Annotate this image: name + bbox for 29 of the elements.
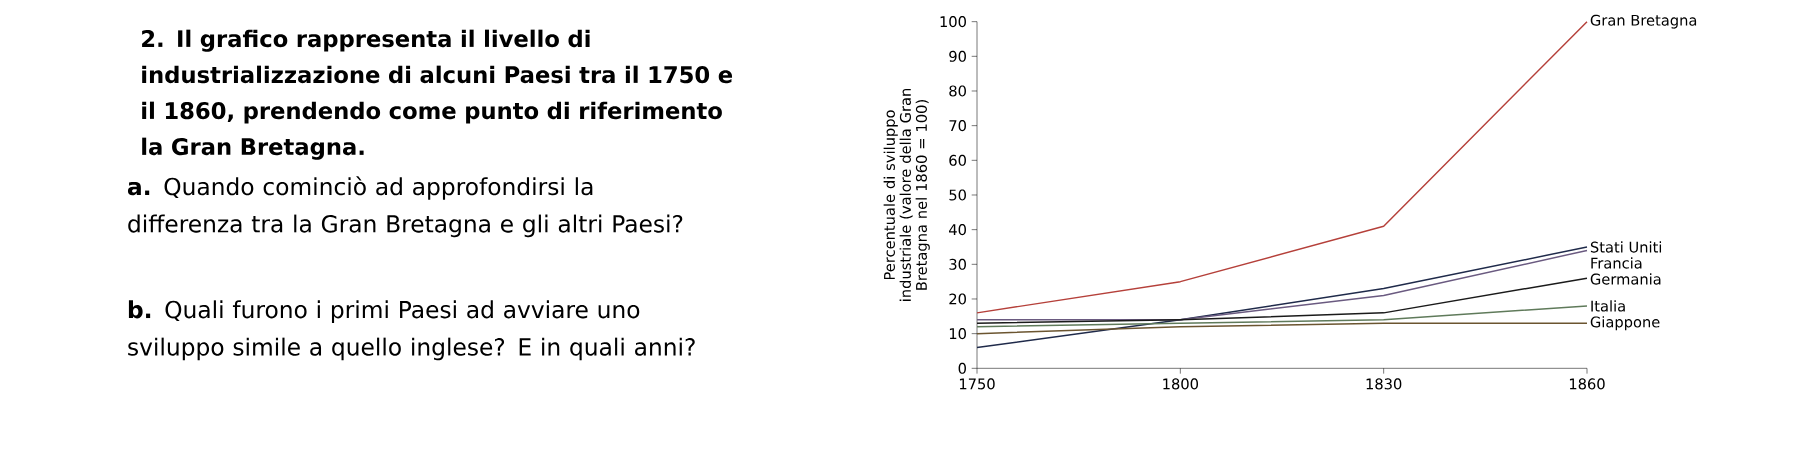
line-series — [976, 246, 1588, 349]
x-tick-label: 1860 — [1569, 378, 1605, 390]
y-tick-label: 30 — [949, 258, 966, 270]
series-label: Italia — [1591, 300, 1625, 312]
y-tick-label: 20 — [949, 293, 966, 305]
series-label: Gran Bretagna — [1590, 14, 1697, 29]
x-tick-label: 1800 — [1163, 378, 1199, 390]
y-tick-label: 50 — [949, 189, 966, 201]
y-tick-label: 80 — [949, 85, 966, 97]
text: a. Quando cominciò ad approfondirsi la differenza tra la Gran Bretagna e gli altri Paesi? — [127, 176, 683, 238]
line-series — [976, 20, 1588, 314]
y-tick-label: 10 — [949, 328, 966, 340]
y-tick-label: 0 — [958, 362, 966, 374]
series-label: Francia — [1591, 257, 1642, 269]
text: 2. Il grafico rappresenta il livello di industrializzazione di alcuni Paesi tra il 1750 e il 1860, prendendo come punto di riferimento la Gran Bretagna. — [142, 29, 733, 160]
series-label: Giappone — [1590, 316, 1660, 331]
y-tick-label: 90 — [949, 50, 966, 62]
x-tick-label: 1830 — [1366, 378, 1402, 390]
x-tick-label: 1750 — [959, 378, 995, 390]
y-tick-label: 60 — [949, 154, 966, 166]
text: b. Quali furono i primi Paesi ad avviare uno sviluppo simile a quello inglese? E in quali anni? — [128, 300, 695, 361]
y-axis-title: Percentuale di sviluppo industriale (valore della Gran Bretagna nel 1860 = 100) — [883, 88, 930, 301]
y-tick-label: 100 — [940, 16, 966, 28]
y-tick-label: 70 — [949, 120, 966, 132]
y-tick-label: 40 — [949, 224, 966, 236]
series-label: Stati Uniti — [1590, 241, 1662, 253]
line-series — [976, 277, 1588, 324]
line-series — [976, 305, 1588, 328]
series-label: Germania — [1590, 273, 1661, 285]
